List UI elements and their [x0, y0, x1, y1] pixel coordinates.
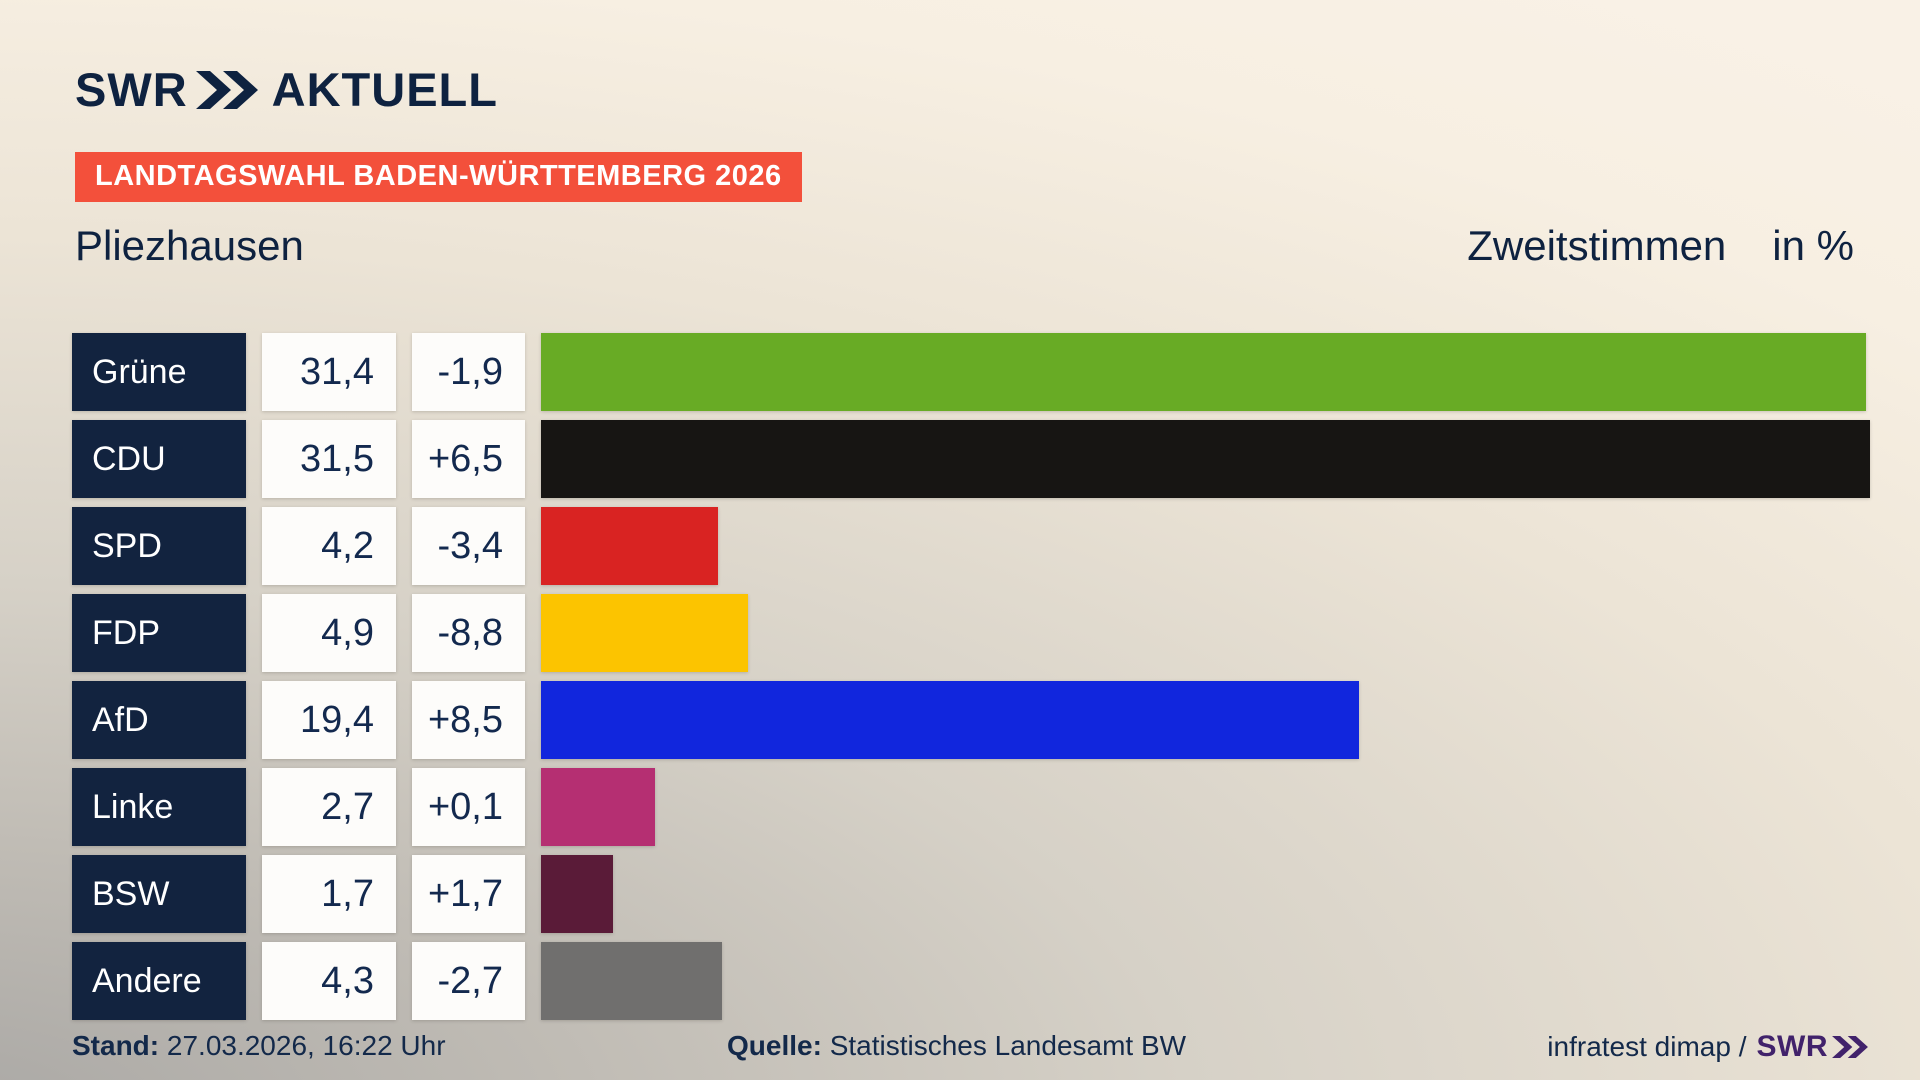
party-label: Grüne: [72, 333, 246, 411]
bar-track: [541, 420, 1870, 498]
result-bar: [541, 594, 748, 672]
party-label: BSW: [72, 855, 246, 933]
party-label: SPD: [72, 507, 246, 585]
party-result-row: Grüne 31,4 -1,9: [72, 333, 1870, 411]
party-label: FDP: [72, 594, 246, 672]
result-bar: [541, 420, 1870, 498]
swr-double-chevron-icon: [195, 70, 258, 109]
vote-share-value: 4,2: [262, 507, 396, 585]
swr-footer-chevron-icon: [1832, 1036, 1868, 1058]
swr-footer-logo-text: SWR: [1756, 1030, 1828, 1063]
credit-note: infratest dimap / SWR: [1547, 1030, 1868, 1064]
party-result-row: BSW 1,7 +1,7: [72, 855, 1870, 933]
footer: Stand: 27.03.2026, 16:22 Uhr Quelle: Sta…: [0, 1030, 1920, 1070]
party-result-row: AfD 19,4 +8,5: [72, 681, 1870, 759]
result-bar: [541, 507, 719, 585]
stand-label: Stand:: [72, 1030, 160, 1061]
result-bar: [541, 855, 613, 933]
title-row: Pliezhausen Zweitstimmen in %: [75, 222, 1854, 270]
vote-share-value: 4,9: [262, 594, 396, 672]
vote-share-value: 4,3: [262, 942, 396, 1020]
vote-share-value: 31,5: [262, 420, 396, 498]
bar-track: [541, 594, 1870, 672]
bar-track: [541, 507, 1870, 585]
stand-value: 27.03.2026, 16:22 Uhr: [166, 1030, 446, 1061]
party-label: Linke: [72, 768, 246, 846]
party-result-row: Andere 4,3 -2,7: [72, 942, 1870, 1020]
quelle-label: Quelle:: [727, 1030, 822, 1061]
bar-track: [541, 681, 1870, 759]
vote-share-change: -2,7: [412, 942, 525, 1020]
bar-track: [541, 942, 1870, 1020]
party-label: CDU: [72, 420, 246, 498]
vote-share-change: -8,8: [412, 594, 525, 672]
vote-share-change: -1,9: [412, 333, 525, 411]
party-result-row: Linke 2,7 +0,1: [72, 768, 1870, 846]
swr-logo-text: SWR: [75, 63, 188, 116]
vote-share-value: 2,7: [262, 768, 396, 846]
party-label: Andere: [72, 942, 246, 1020]
party-result-row: FDP 4,9 -8,8: [72, 594, 1870, 672]
vote-share-change: -3,4: [412, 507, 525, 585]
status-timestamp: Stand: 27.03.2026, 16:22 Uhr: [72, 1030, 446, 1062]
party-label: AfD: [72, 681, 246, 759]
credit-text: infratest dimap /: [1547, 1031, 1747, 1062]
vote-share-change: +6,5: [412, 420, 525, 498]
vote-share-value: 31,4: [262, 333, 396, 411]
vote-share-change: +8,5: [412, 681, 525, 759]
bar-track: [541, 333, 1870, 411]
bar-track: [541, 855, 1870, 933]
unit-label: in %: [1772, 222, 1854, 269]
result-bar: [541, 768, 655, 846]
vote-share-value: 1,7: [262, 855, 396, 933]
result-bar: [541, 942, 723, 1020]
logo-suffix-text: AKTUELL: [271, 63, 498, 116]
source-note: Quelle: Statistisches Landesamt BW: [727, 1030, 1186, 1062]
municipality-title: Pliezhausen: [75, 222, 304, 269]
swr-aktuell-logo: SWR AKTUELL: [75, 62, 498, 117]
swr-footer-logo: SWR: [1757, 1030, 1869, 1064]
result-bar: [541, 681, 1360, 759]
vote-share-change: +0,1: [412, 768, 525, 846]
results-bar-chart: Grüne 31,4 -1,9 CDU 31,5 +6,5 SPD 4,2 -3…: [72, 333, 1870, 1020]
vote-share-value: 19,4: [262, 681, 396, 759]
bar-track: [541, 768, 1870, 846]
election-badge: LANDTAGSWAHL BADEN-WÜRTTEMBERG 2026: [75, 152, 802, 202]
result-bar: [541, 333, 1866, 411]
measure-label: Zweitstimmen: [1467, 222, 1727, 269]
measure-title: Zweitstimmen in %: [1467, 222, 1854, 270]
quelle-value: Statistisches Landesamt BW: [829, 1030, 1187, 1061]
party-result-row: CDU 31,5 +6,5: [72, 420, 1870, 498]
vote-share-change: +1,7: [412, 855, 525, 933]
party-result-row: SPD 4,2 -3,4: [72, 507, 1870, 585]
